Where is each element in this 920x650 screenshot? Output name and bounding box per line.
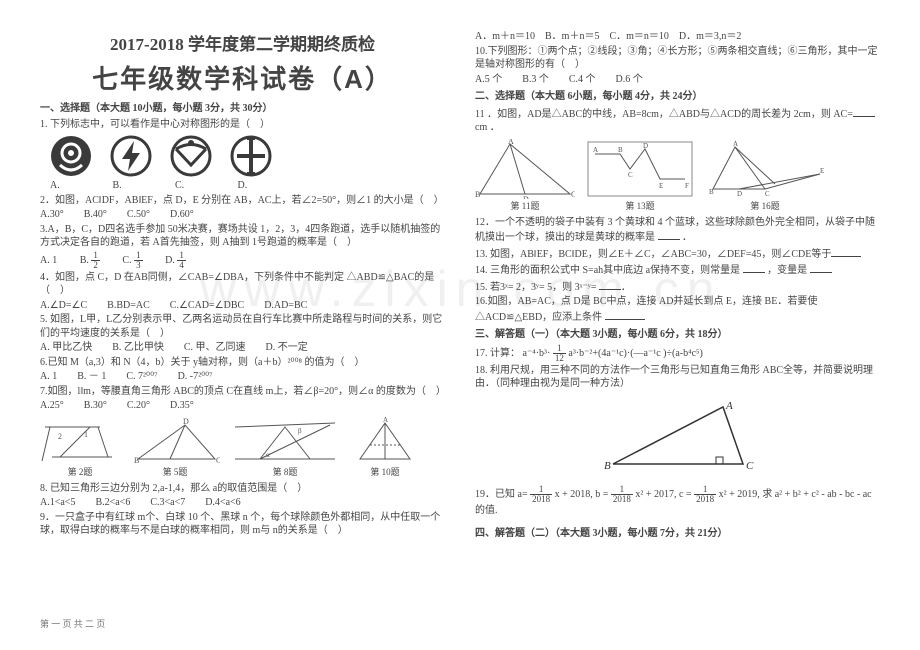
question-9: 9．一只盒子中有红球 m个、白球 10 个、黑球 n 个，每个球除颜色外都相同，… bbox=[40, 511, 445, 538]
svg-text:β: β bbox=[298, 427, 302, 435]
question-7-options: A.25° B.30° C.20° D.35° bbox=[40, 399, 445, 413]
figure-q13: A B D C E F bbox=[585, 139, 695, 199]
svg-text:B: B bbox=[709, 188, 714, 196]
svg-text:D: D bbox=[523, 195, 529, 199]
figure-row-1: 2 1 第 2题 D B C 第 5题 α β bbox=[40, 417, 445, 478]
section-4-title: 四、解答题（二）（本大题 3小题，每小题 7分，共 21分） bbox=[475, 527, 880, 541]
figure-q8: α β bbox=[230, 417, 340, 465]
question-6: 6.已知 M（a,3）和 N（4，b）关于 y轴对称，则（a＋b）²⁰⁰⁸ 的值… bbox=[40, 356, 445, 370]
section-2-title: 二、选择题（本大题 6小题，每小题 4分，共 24分） bbox=[475, 90, 880, 104]
svg-text:C: C bbox=[571, 190, 575, 199]
svg-text:2: 2 bbox=[58, 432, 62, 441]
question-9-options: A．m＋n＝10 B．m＋n＝5 C．m＝n＝10 D．m＝3,n＝2 bbox=[475, 30, 880, 44]
question-11: 11 ．如图，AD是△ABC的中线，AB=8cm，△ABD与△ACD的周长差为 … bbox=[475, 106, 880, 135]
svg-text:E: E bbox=[659, 182, 663, 190]
svg-text:A: A bbox=[508, 139, 514, 146]
figure-q2: 2 1 bbox=[40, 417, 120, 465]
question-8: 8. 已知三角形三边分别为 2,a-1,4，那么 a的取值范围是（ ） bbox=[40, 482, 445, 496]
svg-text:D: D bbox=[737, 190, 742, 198]
question-3-options: A. 1 B. 12 C. 13 D. 14 bbox=[40, 251, 445, 270]
question-2: 2．如图，AC‖DF，AB‖EF，点 D，E 分别在 AB，AC上，若∠2=50… bbox=[40, 194, 445, 208]
svg-text:B: B bbox=[618, 146, 623, 154]
svg-text:C: C bbox=[746, 460, 754, 472]
q1-icons bbox=[50, 135, 445, 177]
figure-q5: D B C bbox=[130, 417, 220, 465]
question-10-options: A.5 个 B.3 个 C.4 个 D.6 个 bbox=[475, 73, 880, 87]
svg-text:B: B bbox=[475, 190, 480, 199]
svg-text:C: C bbox=[216, 456, 220, 465]
svg-text:D: D bbox=[643, 142, 648, 150]
section-3-title: 三、解答题（一）（本大题 3小题，每小题 6分，共 18分） bbox=[475, 328, 880, 342]
question-14: 14. 三角形的面积公式中 S=ah其中底边 a保持不变，则常量是 ，变量是 bbox=[475, 262, 880, 278]
figure-q10: A bbox=[350, 417, 420, 465]
question-8-options: A.1<a<5 B.2<a<6 C.3<a<7 D.4<a<6 bbox=[40, 496, 445, 510]
section-1-title: 一、选择题（本大题 10小题，每小题 3分，共 30分） bbox=[40, 102, 445, 116]
icon-logo-c bbox=[170, 135, 212, 177]
q1-option-labels: A. B. C. D. bbox=[40, 179, 445, 193]
header-line-2: 七年级数学科试卷（A） bbox=[40, 59, 445, 96]
figure-q18-triangle: A B C bbox=[598, 399, 758, 474]
icon-logo-d bbox=[230, 135, 272, 177]
question-5-options: A. 甲比乙快 B. 乙比甲快 C. 甲、乙同速 D. 不一定 bbox=[40, 341, 445, 355]
question-5: 5. 如图，L甲，L乙分别表示甲、乙两名运动员在自行车比赛中所走路程与时间的关系… bbox=[40, 313, 445, 340]
svg-text:α: α bbox=[266, 451, 270, 459]
svg-text:E: E bbox=[820, 167, 824, 175]
header-line-1: 2017-2018 学年度第二学期期终质检 bbox=[40, 30, 445, 55]
question-2-options: A.30° B.40° C.50° D.60° bbox=[40, 208, 445, 222]
svg-text:D: D bbox=[183, 417, 189, 426]
svg-text:C: C bbox=[765, 190, 770, 198]
svg-text:A: A bbox=[593, 146, 598, 154]
figure-row-2: A B D C 第 11题 A B D C E F 第 13题 bbox=[475, 139, 880, 212]
question-4-options: A.∠D=∠C B.BD=AC C.∠CAD=∠DBC D.AD=BC bbox=[40, 299, 445, 313]
figure-q16: A B C D E bbox=[705, 139, 825, 199]
question-3: 3.A，B，C，D四名选手参加 50米决赛，赛场共设 1，2，3，4四条跑道，选… bbox=[40, 223, 445, 250]
question-16: 16.如图，AB=AC，点 D是 BC中点，连接 AD并延长到点 E，连接 BE… bbox=[475, 295, 880, 324]
figure-q11: A B D C bbox=[475, 139, 575, 199]
svg-text:B: B bbox=[604, 460, 611, 472]
icon-logo-a bbox=[50, 135, 92, 177]
svg-text:A: A bbox=[733, 140, 738, 148]
question-12: 12．一个不透明的袋子中装有 3 个黄球和 4 个蓝球，这些球除颜色外完全相同，… bbox=[475, 216, 880, 245]
question-18: 18. 利用尺规，用三种不同的方法作一个三角形与已知直角三角形 ABC全等，并简… bbox=[475, 364, 880, 391]
svg-text:F: F bbox=[685, 182, 689, 190]
svg-text:A: A bbox=[725, 400, 733, 412]
svg-text:B: B bbox=[134, 456, 139, 465]
svg-text:1: 1 bbox=[84, 430, 88, 439]
question-13: 13. 如图，AB‖EF，BC‖DE，则∠E＋∠C，∠ABC=30，∠DEF=4… bbox=[475, 246, 880, 262]
page-footer: 第 一 页 共 二 页 bbox=[40, 617, 105, 630]
question-7: 7.如图，l‖m，等腰直角三角形 ABC的顶点 C在直线 m上，若∠β=20°，… bbox=[40, 385, 445, 399]
svg-text:C: C bbox=[628, 171, 633, 179]
question-10: 10.下列图形：①两个点；②线段；③角；④长方形；⑤两条相交直线；⑥三角形，其中… bbox=[475, 45, 880, 72]
question-19: 19．已知 a= 12018 x + 2018, b = 12018 x² + … bbox=[475, 485, 880, 518]
icon-logo-b bbox=[110, 135, 152, 177]
question-4: 4．如图，点 C，D 在AB同侧，∠CAB=∠DBA，下列条件中不能判定 △AB… bbox=[40, 271, 445, 298]
question-1: 1. 下列标志中，可以看作是中心对称图形的是（ ） bbox=[40, 118, 445, 132]
question-6-options: A. 1 B. － 1 C. 7²⁰⁰⁷ D. -7²⁰⁰⁷ bbox=[40, 370, 445, 384]
question-15: 15. 若3ˣ= 2，3ʸ= 5，则 3ˣ⁻ʸ= ． bbox=[475, 279, 880, 295]
svg-text:A: A bbox=[383, 417, 388, 424]
question-17: 17. 计算： a⁻⁴·b³· 112 a³·b⁻²+(4a⁻¹c)·(—a⁻¹… bbox=[475, 344, 880, 363]
